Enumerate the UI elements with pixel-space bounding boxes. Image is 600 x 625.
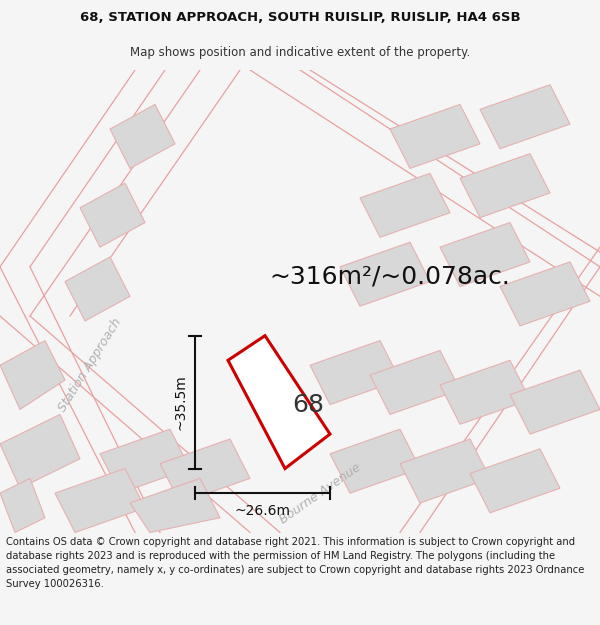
Polygon shape (500, 262, 590, 326)
Text: 68: 68 (292, 392, 324, 417)
Polygon shape (228, 336, 330, 469)
Polygon shape (460, 154, 550, 218)
Text: Bourne Avenue: Bourne Avenue (277, 460, 363, 526)
Polygon shape (340, 242, 430, 306)
Polygon shape (0, 341, 65, 409)
Polygon shape (390, 104, 480, 168)
Polygon shape (160, 439, 250, 503)
Text: Contains OS data © Crown copyright and database right 2021. This information is : Contains OS data © Crown copyright and d… (6, 538, 584, 589)
Polygon shape (440, 222, 530, 286)
Text: ~316m²/~0.078ac.: ~316m²/~0.078ac. (269, 264, 511, 289)
Polygon shape (110, 104, 175, 168)
Polygon shape (440, 360, 530, 424)
Polygon shape (100, 429, 190, 493)
Text: ~26.6m: ~26.6m (235, 504, 290, 518)
Polygon shape (470, 449, 560, 513)
Polygon shape (130, 478, 220, 532)
Text: Station Approach: Station Approach (56, 316, 124, 414)
Polygon shape (510, 370, 600, 434)
Polygon shape (80, 183, 145, 247)
Text: ~35.5m: ~35.5m (174, 374, 188, 430)
Polygon shape (0, 414, 80, 488)
Polygon shape (480, 85, 570, 149)
Polygon shape (400, 439, 490, 503)
Polygon shape (360, 173, 450, 238)
Polygon shape (0, 478, 45, 532)
Polygon shape (370, 351, 460, 414)
Polygon shape (330, 429, 420, 493)
Text: 68, STATION APPROACH, SOUTH RUISLIP, RUISLIP, HA4 6SB: 68, STATION APPROACH, SOUTH RUISLIP, RUI… (80, 11, 520, 24)
Polygon shape (55, 469, 145, 532)
Polygon shape (310, 341, 400, 404)
Polygon shape (65, 257, 130, 321)
Text: Map shows position and indicative extent of the property.: Map shows position and indicative extent… (130, 46, 470, 59)
